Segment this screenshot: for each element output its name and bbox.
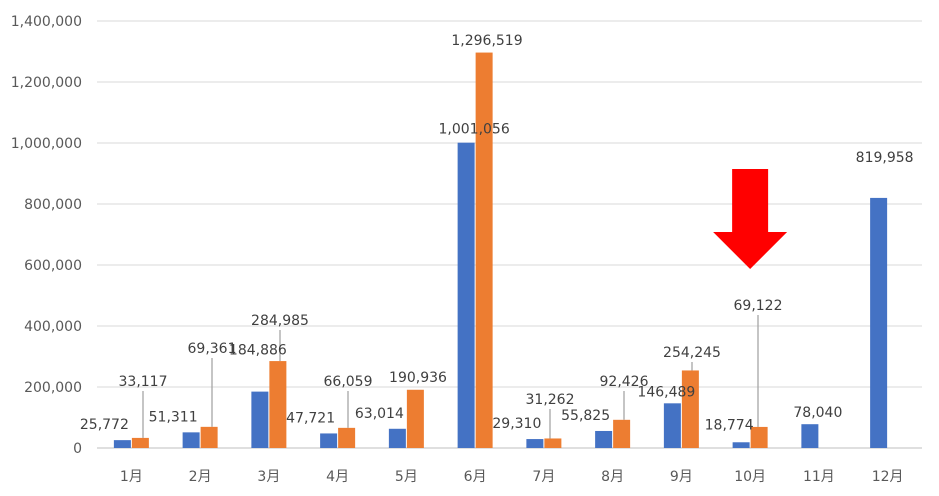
data-label: 18,774 (705, 417, 754, 433)
x-tick-label: 4月 (326, 469, 349, 485)
data-label: 55,825 (561, 408, 610, 424)
data-label: 254,245 (663, 345, 721, 361)
bar-series-2 (269, 361, 287, 448)
data-label: 29,310 (492, 416, 541, 432)
x-tick-label: 10月 (734, 469, 766, 485)
y-tick-label: 800,000 (24, 197, 82, 213)
data-label: 33,117 (119, 374, 168, 390)
data-label: 146,489 (637, 384, 695, 400)
data-label: 69,122 (734, 298, 783, 314)
bar-series-1 (663, 403, 681, 448)
data-label: 66,059 (324, 374, 373, 390)
x-tick-label: 1月 (120, 469, 143, 485)
x-tick-label: 9月 (670, 469, 693, 485)
data-label: 1,296,519 (451, 33, 522, 49)
data-label: 51,311 (149, 409, 198, 425)
data-label: 69,361 (188, 341, 237, 357)
data-label: 184,886 (229, 343, 287, 359)
bar-series-2 (406, 389, 424, 448)
bar-series-1 (251, 391, 269, 448)
x-tick-label: 7月 (532, 469, 555, 485)
x-tick-label: 6月 (464, 469, 487, 485)
bar-series-1 (320, 433, 338, 448)
bar-series-2 (613, 419, 631, 448)
data-label: 92,426 (600, 374, 649, 390)
bar-series-1 (182, 432, 200, 448)
bar-series-2 (475, 52, 493, 448)
x-tick-label: 5月 (395, 469, 418, 485)
data-label: 284,985 (251, 313, 309, 329)
bar-series-2 (338, 427, 356, 448)
x-tick-label: 2月 (189, 469, 212, 485)
bar-series-2 (750, 426, 768, 448)
x-tick-label: 8月 (601, 469, 624, 485)
bar-series-2 (681, 370, 699, 448)
bar-series-1 (526, 439, 544, 448)
bar-series-2 (544, 438, 562, 448)
data-label: 78,040 (793, 405, 842, 421)
data-label: 31,262 (526, 392, 575, 408)
data-label: 1,001,056 (438, 122, 509, 138)
annotations (713, 169, 788, 269)
x-tick-label: 11月 (803, 469, 835, 485)
y-tick-label: 400,000 (24, 319, 82, 335)
down-arrow-icon (713, 169, 788, 269)
y-axis-tick-labels: 0 200,000 400,000 600,000 800,000 1,000,000 1,… (11, 14, 82, 457)
bar-series-2 (200, 426, 218, 448)
data-label: 25,772 (80, 417, 129, 433)
bars (113, 52, 888, 448)
data-label: 190,936 (389, 370, 447, 386)
y-tick-label: 0 (73, 441, 82, 457)
bar-series-1 (595, 430, 613, 448)
y-tick-label: 1,200,000 (11, 75, 82, 91)
data-label: 63,014 (355, 406, 404, 422)
x-tick-label: 3月 (257, 469, 280, 485)
y-tick-label: 600,000 (24, 258, 82, 274)
bar-series-1 (388, 428, 406, 448)
data-labels: 25,772 51,311 184,886 47,721 63,014 1,001,056… (80, 33, 914, 433)
bar-series-1 (870, 197, 888, 448)
x-axis-tick-labels: 1月 2月 3月 4月 5月 6月 7月 8月 9月 10月 11月 12月 (120, 469, 904, 485)
bar-series-1 (457, 142, 475, 448)
bar-series-1 (801, 424, 819, 448)
data-label: 47,721 (286, 410, 335, 426)
gridlines (97, 20, 922, 449)
bar-series-1 (113, 440, 131, 448)
x-tick-label: 12月 (872, 469, 904, 485)
bar-series-2 (131, 437, 149, 448)
bar-series-1 (732, 442, 750, 448)
y-tick-label: 1,000,000 (11, 136, 82, 152)
leader-lines (142, 315, 759, 439)
data-label: 819,958 (856, 150, 914, 166)
y-tick-label: 200,000 (24, 380, 82, 396)
y-tick-label: 1,400,000 (11, 14, 82, 30)
